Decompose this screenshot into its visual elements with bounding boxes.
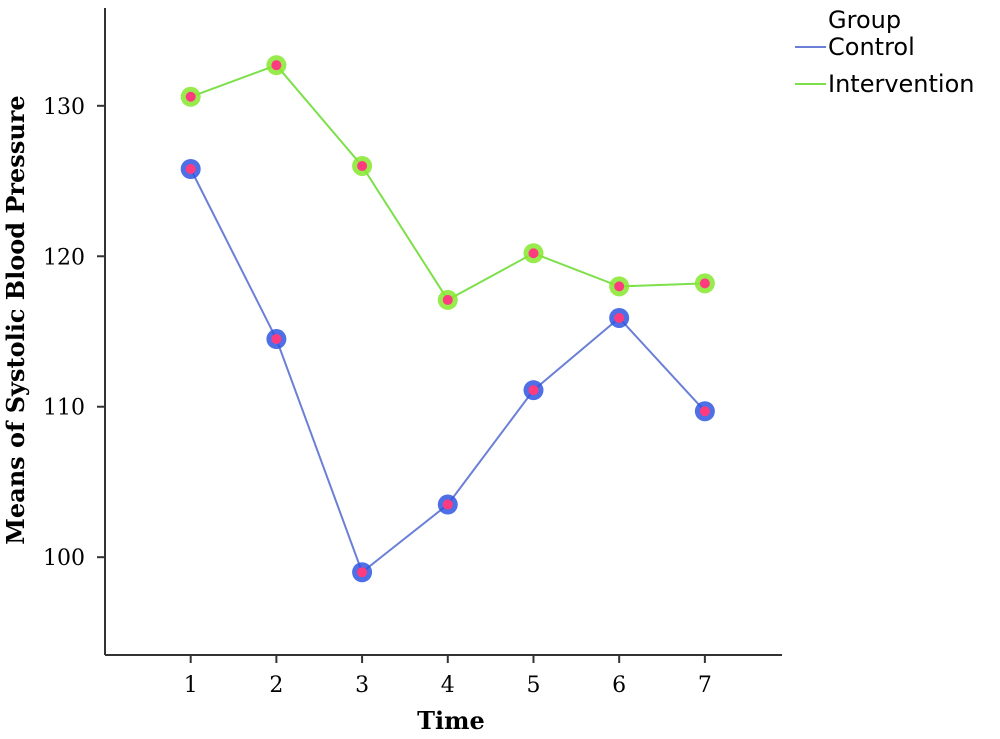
data-point-center-control: [442, 499, 453, 510]
legend-label-intervention: Intervention: [828, 70, 974, 98]
x-tick-label: 3: [355, 673, 369, 698]
series-line-intervention: [190, 64, 705, 302]
data-point-center-control: [528, 385, 539, 396]
legend: Group Control Intervention: [795, 6, 974, 98]
x-tick-label: 5: [526, 673, 540, 698]
data-point-center-intervention: [528, 248, 539, 259]
x-tick-label: 1: [184, 673, 198, 698]
data-point-center-control: [185, 163, 196, 174]
y-tick-label: 120: [43, 245, 85, 270]
data-point-center-intervention: [185, 91, 196, 102]
series-control: [180, 158, 715, 583]
y-tick-label: 110: [43, 396, 85, 421]
y-axis-title: Means of Systolic Blood Pressure: [1, 95, 30, 544]
legend-label-control: Control: [828, 33, 915, 61]
x-tick-label: 4: [441, 673, 455, 698]
y-tick-label: 130: [43, 95, 85, 120]
data-point-center-intervention: [357, 160, 368, 171]
x-axis-title: Time: [417, 706, 485, 735]
legend-title: Group: [828, 6, 901, 34]
data-point-center-control: [271, 334, 282, 345]
data-point-center-control: [614, 312, 625, 323]
x-tick-label: 2: [269, 673, 283, 698]
x-tick-label: 7: [698, 673, 712, 698]
data-point-center-intervention: [614, 281, 625, 292]
series-intervention: [180, 55, 715, 310]
data-point-center-control: [699, 406, 710, 417]
series-layer: [180, 55, 715, 583]
y-tick-label: 100: [43, 546, 85, 571]
data-point-center-intervention: [699, 278, 710, 289]
axes: 100 110 120 130 1 2 3 4 5 6 7: [43, 8, 782, 698]
x-tick-label: 6: [612, 673, 626, 698]
data-point-center-intervention: [271, 60, 282, 71]
data-point-center-control: [357, 567, 368, 578]
data-point-center-intervention: [442, 294, 453, 305]
